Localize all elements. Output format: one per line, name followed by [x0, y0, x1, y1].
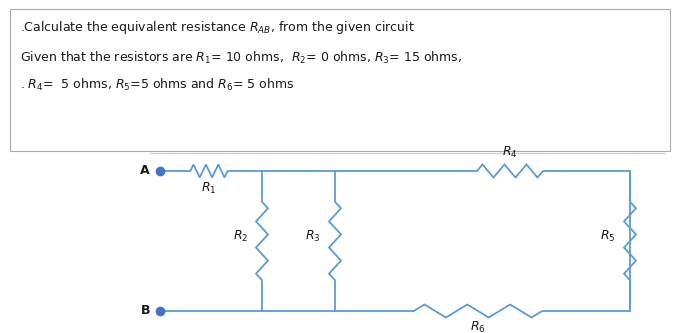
Text: $R_2$: $R_2$ [232, 228, 248, 243]
Text: $R_6$: $R_6$ [470, 320, 486, 333]
Text: $R_1$: $R_1$ [202, 181, 217, 196]
Text: $R_3$: $R_3$ [305, 228, 321, 243]
Text: A: A [141, 164, 150, 176]
Text: $R_5$: $R_5$ [601, 228, 616, 243]
Text: Given that the resistors are $R_1$= 10 ohms,  $R_2$= 0 ohms, $R_3$= 15 ohms,: Given that the resistors are $R_1$= 10 o… [20, 50, 462, 66]
Text: $R_4$: $R_4$ [502, 145, 518, 160]
Text: . $R_4$=  5 ohms, $R_5$=5 ohms and $R_6$= 5 ohms: . $R_4$= 5 ohms, $R_5$=5 ohms and $R_6$=… [20, 77, 295, 93]
Text: .Calculate the equivalent resistance $R_{AB}$, from the given circuit: .Calculate the equivalent resistance $R_… [20, 19, 415, 36]
FancyBboxPatch shape [10, 9, 670, 151]
Text: B: B [141, 303, 150, 316]
